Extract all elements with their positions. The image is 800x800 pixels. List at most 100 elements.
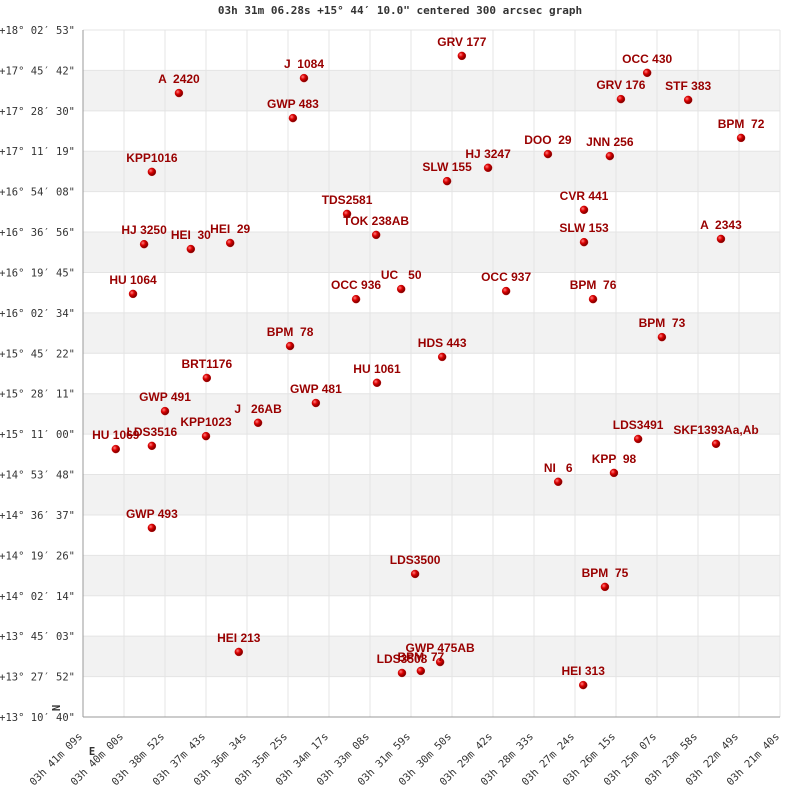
star xyxy=(186,244,196,254)
star xyxy=(147,441,157,451)
star-label: STF 383 xyxy=(665,79,711,93)
star-label: GWP 481 xyxy=(290,382,342,396)
star-label: HEI 313 xyxy=(562,664,606,678)
star xyxy=(457,51,467,61)
star xyxy=(579,205,589,215)
star xyxy=(174,88,184,98)
y-tick-label: +16° 54′ 08" xyxy=(0,187,75,199)
stripe xyxy=(83,474,780,515)
star-label: KPP1016 xyxy=(126,151,178,165)
star-label: BPM 77 xyxy=(397,650,444,664)
east-label: E xyxy=(89,746,95,758)
star xyxy=(285,341,295,351)
star xyxy=(416,666,426,676)
star xyxy=(716,234,726,244)
star xyxy=(588,294,598,304)
star-label: SKF1393Aa,Ab xyxy=(673,423,758,437)
star xyxy=(642,68,652,78)
star-label: OCC 937 xyxy=(481,270,531,284)
star-label: HU 1061 xyxy=(353,362,401,376)
star-label: J 26AB xyxy=(234,402,282,416)
star xyxy=(396,284,406,294)
stripe xyxy=(83,232,780,273)
y-tick-label: +18° 02′ 53" xyxy=(0,25,75,37)
star xyxy=(543,149,553,159)
star-label: HDS 443 xyxy=(418,336,467,350)
star-label: BPM 78 xyxy=(267,325,314,339)
star xyxy=(711,439,721,449)
star xyxy=(616,94,626,104)
y-tick-label: +15° 11′ 00" xyxy=(0,429,75,441)
y-tick-label: +17° 45′ 42" xyxy=(0,65,75,77)
star-label: TDS2581 xyxy=(322,193,373,207)
y-tick-label: +16° 36′ 56" xyxy=(0,227,75,239)
star xyxy=(657,332,667,342)
star xyxy=(372,378,382,387)
star xyxy=(605,151,615,161)
star-label: A 2343 xyxy=(700,218,742,232)
y-tick-label: +15° 28′ 11" xyxy=(0,389,75,401)
star xyxy=(128,289,138,299)
star-label: LDS3500 xyxy=(390,553,441,567)
star-label: LDS3508 xyxy=(377,652,428,666)
star xyxy=(299,73,309,83)
star-label: GWP 491 xyxy=(139,390,191,404)
stripe xyxy=(83,70,780,111)
star-label: BRT1176 xyxy=(181,357,232,371)
star-label: TOK 238AB xyxy=(343,214,409,228)
star xyxy=(147,523,157,533)
star xyxy=(288,113,298,123)
star-label: HEI 29 xyxy=(210,222,250,236)
y-tick-label: +13° 10′ 40" xyxy=(0,712,75,724)
stripe xyxy=(83,636,780,677)
star xyxy=(371,230,381,240)
star xyxy=(234,647,244,657)
star-label: OCC 430 xyxy=(622,52,672,66)
star xyxy=(342,209,352,219)
north-label: N xyxy=(51,705,63,711)
chart-title: 03h 31m 06.28s +15° 44′ 10.0" centered 3… xyxy=(218,4,582,17)
star-label: GRV 177 xyxy=(437,35,486,49)
star xyxy=(437,352,447,362)
star-label: LDS3516 xyxy=(127,425,178,439)
star-label: CVR 441 xyxy=(560,189,609,203)
star xyxy=(609,468,619,478)
star xyxy=(501,286,511,296)
star-label: GWP 493 xyxy=(126,507,178,521)
star xyxy=(600,582,610,592)
star xyxy=(201,431,211,441)
star-label: JNN 256 xyxy=(586,135,634,149)
stripe xyxy=(83,151,780,192)
star-label: HEI 30 xyxy=(171,228,211,242)
star-label: KPP 98 xyxy=(592,452,637,466)
y-tick-label: +16° 19′ 45" xyxy=(0,267,75,279)
star xyxy=(351,294,361,304)
star-label: GWP 475AB xyxy=(406,641,475,655)
star xyxy=(410,569,420,579)
star-label: HEI 213 xyxy=(217,631,261,645)
star-label: HU 1069 xyxy=(92,428,140,442)
y-tick-label: +16° 02′ 34" xyxy=(0,308,75,320)
star xyxy=(111,444,121,454)
star-label: BPM 73 xyxy=(639,316,686,330)
star xyxy=(483,163,493,173)
star-label: HU 1064 xyxy=(109,273,157,287)
star-label: GRV 176 xyxy=(596,78,645,92)
star-label: HJ 3250 xyxy=(121,223,167,237)
y-tick-label: +14° 02′ 14" xyxy=(0,591,75,603)
star xyxy=(139,239,149,249)
star xyxy=(225,238,235,248)
y-tick-label: +13° 45′ 03" xyxy=(0,631,75,643)
star xyxy=(683,95,693,105)
star xyxy=(553,477,563,487)
star xyxy=(435,657,445,667)
star-label: A 2420 xyxy=(158,72,200,86)
y-tick-label: +17° 28′ 30" xyxy=(0,106,75,118)
star xyxy=(397,668,407,678)
star xyxy=(253,418,263,428)
star xyxy=(442,176,452,186)
star-label: SLW 155 xyxy=(422,160,472,174)
star-label: BPM 72 xyxy=(718,117,765,131)
star xyxy=(579,237,589,247)
